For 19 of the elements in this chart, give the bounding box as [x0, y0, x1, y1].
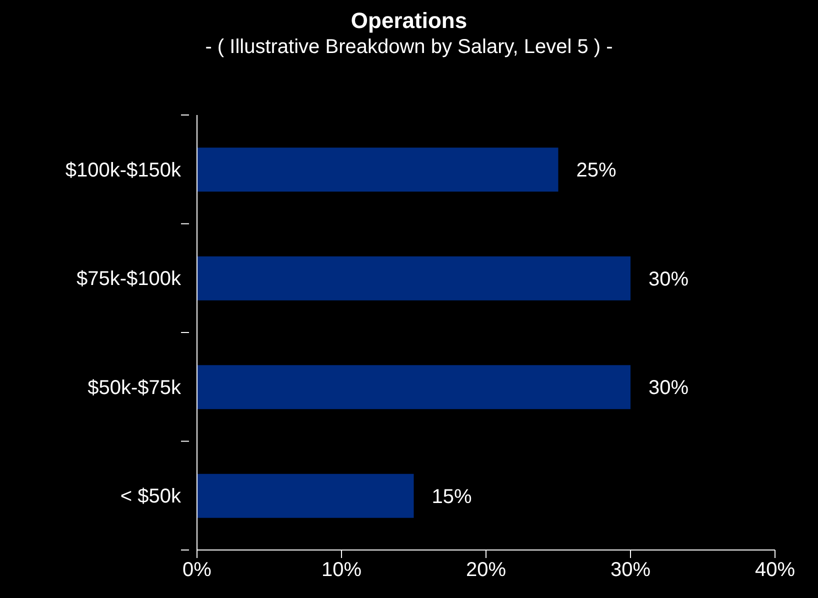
chart-subtitle: - ( Illustrative Breakdown by Salary, Level 5 ) -: [204, 36, 614, 59]
data-label: 25%: [576, 160, 616, 182]
y-tick-label: $100k-$150k: [65, 159, 182, 182]
x-tick-label: 10%: [321, 559, 362, 582]
y-tick-label: $50k-$75k: [88, 376, 182, 399]
y-tick-label: $75k-$100k: [76, 268, 182, 290]
chart-title: Operations: [350, 8, 468, 34]
data-label: 15%: [432, 486, 472, 508]
x-tick-label: 0%: [182, 559, 212, 582]
data-label: 30%: [648, 377, 689, 400]
bar: [197, 256, 630, 300]
x-tick-label: 20%: [466, 559, 506, 582]
bar: [197, 148, 558, 192]
x-tick-label: 30%: [610, 559, 651, 582]
bar: [197, 474, 414, 518]
x-tick-label: 40%: [754, 559, 796, 582]
y-tick-label: < $50k: [120, 486, 182, 508]
data-label: 30%: [648, 268, 689, 290]
bar: [197, 365, 630, 410]
